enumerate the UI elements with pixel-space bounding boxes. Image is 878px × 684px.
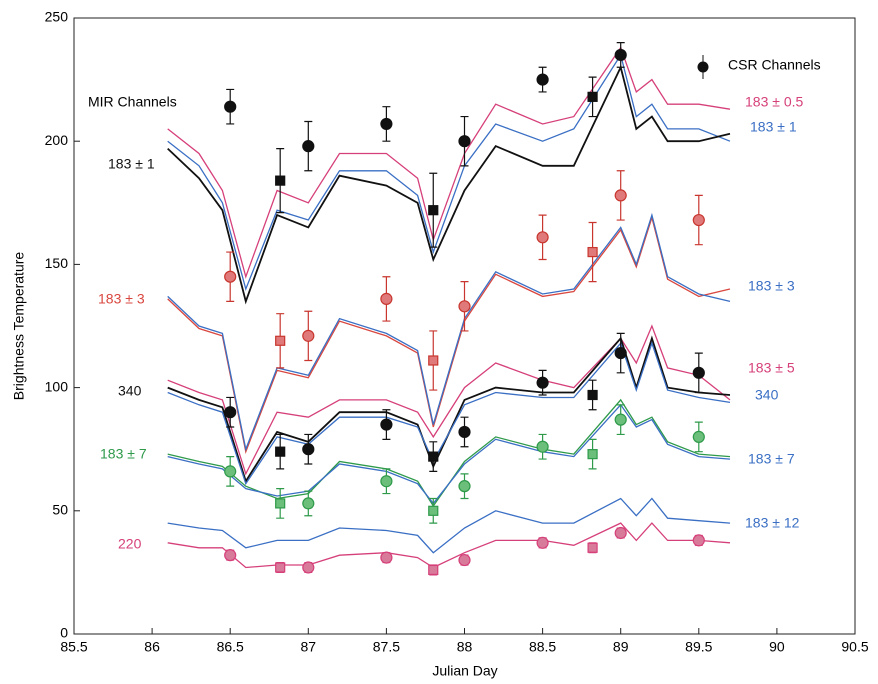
data-point <box>224 549 237 562</box>
x-tick-label: 89 <box>613 639 629 655</box>
x-tick-label: 85.5 <box>60 639 87 655</box>
series-label: 220 <box>118 536 142 552</box>
data-point <box>458 135 471 148</box>
data-point <box>536 376 549 389</box>
data-point <box>614 526 627 540</box>
data-point <box>302 443 315 456</box>
x-tick-label: 88.5 <box>529 639 556 655</box>
data-point <box>224 100 237 113</box>
data-point <box>428 505 439 516</box>
data-point <box>275 446 286 457</box>
x-tick-label: 90 <box>769 639 785 655</box>
y-axis-label: Brightness Temperature <box>11 252 27 401</box>
data-point <box>458 300 471 313</box>
data-point <box>275 498 286 509</box>
data-point <box>428 355 439 366</box>
data-line <box>167 335 731 484</box>
data-point <box>692 213 705 227</box>
x-tick-label: 86.5 <box>217 639 244 655</box>
x-tick-label: 87.5 <box>373 639 400 655</box>
y-tick-label: 50 <box>52 502 68 518</box>
data-point <box>692 534 705 547</box>
data-line <box>167 215 731 455</box>
y-tick-label: 150 <box>45 255 69 271</box>
series-label: 340 <box>118 383 142 399</box>
y-tick-label: 100 <box>45 378 69 394</box>
series-label: 183 ± 1 <box>108 156 155 172</box>
data-point <box>536 73 549 86</box>
data-point <box>614 413 627 426</box>
data-line <box>167 341 731 486</box>
data-point <box>302 329 315 342</box>
data-point <box>536 536 549 549</box>
series-label: 183 ± 12 <box>745 515 800 531</box>
data-point <box>614 48 627 62</box>
data-point <box>428 564 439 576</box>
data-line <box>167 64 731 305</box>
data-point <box>224 270 237 283</box>
data-point <box>458 425 471 439</box>
data-point <box>428 451 439 462</box>
data-point <box>536 440 549 453</box>
data-line <box>167 324 731 476</box>
data-point <box>428 205 439 216</box>
x-tick-label: 87 <box>301 639 317 655</box>
data-point <box>614 189 627 202</box>
data-line <box>167 497 731 554</box>
data-point <box>587 542 598 553</box>
y-tick-label: 0 <box>60 625 68 641</box>
data-point <box>692 366 705 379</box>
series-label: 183 ± 3 <box>98 291 145 307</box>
data-point <box>536 231 549 244</box>
data-point <box>587 389 598 401</box>
data-line <box>167 522 731 569</box>
data-point <box>458 553 471 567</box>
y-tick-label: 200 <box>45 132 69 148</box>
data-point <box>587 246 598 258</box>
data-point <box>275 335 286 346</box>
data-point <box>380 475 393 488</box>
series-label: 183 ± 7 <box>100 446 147 462</box>
series-label: 183 ± 0.5 <box>745 94 803 110</box>
series-label: 183 ± 3 <box>748 278 795 294</box>
annotation: MIR Channels <box>88 94 177 110</box>
data-point <box>302 497 315 510</box>
data-point <box>224 465 237 478</box>
data-point <box>380 292 393 305</box>
data-point <box>275 175 286 186</box>
x-axis-label: Julian Day <box>432 663 497 679</box>
x-tick-label: 88 <box>457 639 473 655</box>
data-point <box>380 117 393 131</box>
data-point <box>458 480 471 493</box>
data-point <box>614 347 627 360</box>
x-tick-label: 89.5 <box>685 639 712 655</box>
data-point <box>380 418 393 431</box>
data-line <box>167 53 731 292</box>
data-line <box>167 212 731 452</box>
data-point <box>692 430 705 443</box>
data-point <box>302 561 315 574</box>
data-line <box>167 46 731 279</box>
x-tick-label: 90.5 <box>841 639 868 655</box>
annotation: CSR Channels <box>728 57 821 73</box>
data-point <box>224 406 237 419</box>
series-label: 183 ± 1 <box>750 119 797 135</box>
series-label: 183 ± 5 <box>748 360 795 376</box>
series-label: 340 <box>755 387 779 403</box>
y-tick-label: 250 <box>45 9 69 25</box>
data-point <box>302 140 315 153</box>
series-label: 183 ± 7 <box>748 451 795 467</box>
data-point <box>275 562 286 573</box>
x-tick-label: 86 <box>144 639 160 655</box>
data-point <box>380 551 393 564</box>
data-point <box>587 449 598 460</box>
data-line <box>167 403 731 505</box>
data-point <box>587 91 598 102</box>
